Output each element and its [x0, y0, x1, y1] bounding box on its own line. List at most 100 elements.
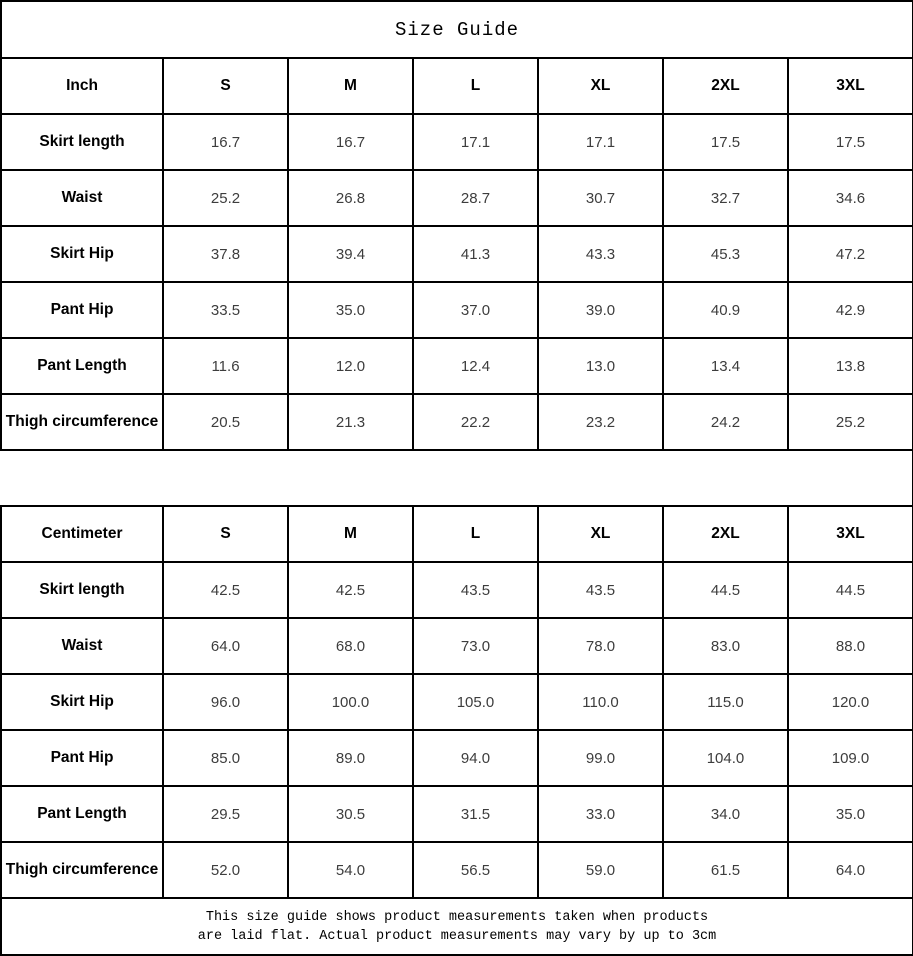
measurement-value: 100.0 — [287, 673, 414, 731]
measurement-value: 13.0 — [537, 337, 664, 395]
size-header-l: L — [412, 505, 539, 563]
measurement-value: 17.5 — [786, 113, 913, 171]
measurement-value: 83.0 — [662, 617, 789, 675]
measurement-value: 61.5 — [662, 841, 789, 899]
size-header-m: M — [287, 505, 414, 563]
table-row: Skirt length 16.7 16.7 17.1 17.1 17.5 17… — [0, 113, 913, 171]
measurement-value: 33.5 — [162, 281, 289, 339]
row-label: Thigh circumference — [0, 841, 164, 899]
measurement-value: 28.7 — [412, 169, 539, 227]
row-label: Pant Length — [0, 337, 164, 395]
table-row: Thigh circumference 52.0 54.0 56.5 59.0 … — [0, 841, 913, 899]
measurement-value: 16.7 — [287, 113, 414, 171]
measurement-value: 39.4 — [287, 225, 414, 283]
measurement-value: 52.0 — [162, 841, 289, 899]
page-title: Size Guide — [0, 0, 913, 59]
table-row: Waist 25.2 26.8 28.7 30.7 32.7 34.6 — [0, 169, 913, 227]
measurement-value: 30.5 — [287, 785, 414, 843]
measurement-value: 24.2 — [662, 393, 789, 451]
row-label: Waist — [0, 169, 164, 227]
measurement-value: 16.7 — [162, 113, 289, 171]
row-label: Pant Hip — [0, 281, 164, 339]
measurement-value: 109.0 — [786, 729, 913, 787]
measurement-value: 11.6 — [162, 337, 289, 395]
measurement-value: 12.4 — [412, 337, 539, 395]
measurement-value: 34.0 — [662, 785, 789, 843]
table-row: Skirt length 42.5 42.5 43.5 43.5 44.5 44… — [0, 561, 913, 619]
measurement-value: 30.7 — [537, 169, 664, 227]
measurement-value: 85.0 — [162, 729, 289, 787]
measurement-value: 13.4 — [662, 337, 789, 395]
row-label: Pant Length — [0, 785, 164, 843]
measurement-value: 42.5 — [162, 561, 289, 619]
measurement-value: 17.1 — [412, 113, 539, 171]
measurement-value: 35.0 — [287, 281, 414, 339]
measurement-value: 44.5 — [786, 561, 913, 619]
size-header-3xl: 3XL — [786, 57, 913, 115]
measurement-value: 32.7 — [662, 169, 789, 227]
measurement-value: 41.3 — [412, 225, 539, 283]
size-header-2xl: 2XL — [662, 505, 789, 563]
measurement-value: 25.2 — [162, 169, 289, 227]
measurement-value: 73.0 — [412, 617, 539, 675]
unit-header-inch: Inch — [0, 57, 164, 115]
row-label: Skirt length — [0, 113, 164, 171]
footer-note: This size guide shows product measuremen… — [0, 897, 913, 956]
measurement-value: 39.0 — [537, 281, 664, 339]
table-row: Pant Length 11.6 12.0 12.4 13.0 13.4 13.… — [0, 337, 913, 395]
row-label: Skirt Hip — [0, 225, 164, 283]
size-header-s: S — [162, 57, 289, 115]
measurement-value: 34.6 — [786, 169, 913, 227]
footer-line-1: This size guide shows product measuremen… — [205, 909, 709, 925]
measurement-value: 35.0 — [786, 785, 913, 843]
measurement-value: 25.2 — [786, 393, 913, 451]
size-header-l: L — [412, 57, 539, 115]
measurement-value: 13.8 — [786, 337, 913, 395]
size-header-3xl: 3XL — [786, 505, 913, 563]
measurement-value: 45.3 — [662, 225, 789, 283]
measurement-value: 110.0 — [537, 673, 664, 731]
size-header-xl: XL — [537, 57, 664, 115]
measurement-value: 17.1 — [537, 113, 664, 171]
measurement-value: 20.5 — [162, 393, 289, 451]
measurement-value: 37.0 — [412, 281, 539, 339]
row-label: Skirt length — [0, 561, 164, 619]
measurement-value: 47.2 — [786, 225, 913, 283]
measurement-value: 88.0 — [786, 617, 913, 675]
measurement-value: 31.5 — [412, 785, 539, 843]
measurement-value: 37.8 — [162, 225, 289, 283]
row-label: Skirt Hip — [0, 673, 164, 731]
unit-header-centimeter: Centimeter — [0, 505, 164, 563]
measurement-value: 99.0 — [537, 729, 664, 787]
size-header-m: M — [287, 57, 414, 115]
row-label: Waist — [0, 617, 164, 675]
measurement-value: 78.0 — [537, 617, 664, 675]
measurement-value: 26.8 — [287, 169, 414, 227]
measurement-value: 33.0 — [537, 785, 664, 843]
table-row: Thigh circumference 20.5 21.3 22.2 23.2 … — [0, 393, 913, 451]
row-label: Pant Hip — [0, 729, 164, 787]
measurement-value: 105.0 — [412, 673, 539, 731]
measurement-value: 120.0 — [786, 673, 913, 731]
measurement-value: 23.2 — [537, 393, 664, 451]
table-row: Pant Hip 33.5 35.0 37.0 39.0 40.9 42.9 — [0, 281, 913, 339]
measurement-value: 42.9 — [786, 281, 913, 339]
table-row: Skirt Hip 37.8 39.4 41.3 43.3 45.3 47.2 — [0, 225, 913, 283]
size-header-xl: XL — [537, 505, 664, 563]
measurement-value: 44.5 — [662, 561, 789, 619]
row-label: Thigh circumference — [0, 393, 164, 451]
measurement-value: 94.0 — [412, 729, 539, 787]
table-row: Pant Length 29.5 30.5 31.5 33.0 34.0 35.… — [0, 785, 913, 843]
measurement-value: 12.0 — [287, 337, 414, 395]
table-gap — [1, 449, 913, 507]
measurement-value: 56.5 — [412, 841, 539, 899]
footer-line-2: are laid flat. Actual product measuremen… — [197, 928, 717, 944]
measurement-value: 54.0 — [287, 841, 414, 899]
measurement-value: 22.2 — [412, 393, 539, 451]
measurement-value: 64.0 — [162, 617, 289, 675]
size-header-2xl: 2XL — [662, 57, 789, 115]
measurement-value: 59.0 — [537, 841, 664, 899]
measurement-value: 89.0 — [287, 729, 414, 787]
